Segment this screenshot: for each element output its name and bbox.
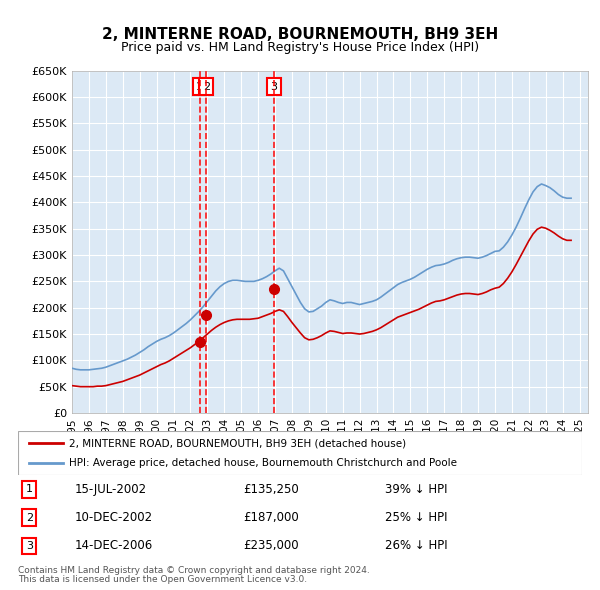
Text: This data is licensed under the Open Government Licence v3.0.: This data is licensed under the Open Gov… bbox=[18, 575, 307, 584]
Text: Price paid vs. HM Land Registry's House Price Index (HPI): Price paid vs. HM Land Registry's House … bbox=[121, 41, 479, 54]
FancyBboxPatch shape bbox=[18, 431, 582, 475]
Text: £187,000: £187,000 bbox=[244, 511, 299, 525]
Text: £235,000: £235,000 bbox=[244, 539, 299, 552]
Text: 1: 1 bbox=[26, 484, 33, 494]
Text: 2: 2 bbox=[203, 81, 210, 91]
Text: Contains HM Land Registry data © Crown copyright and database right 2024.: Contains HM Land Registry data © Crown c… bbox=[18, 566, 370, 575]
Text: 14-DEC-2006: 14-DEC-2006 bbox=[74, 539, 152, 552]
Text: 15-JUL-2002: 15-JUL-2002 bbox=[74, 483, 146, 496]
Text: 1: 1 bbox=[196, 81, 203, 91]
Text: 3: 3 bbox=[26, 541, 33, 551]
Text: 3: 3 bbox=[271, 81, 278, 91]
Text: 10-DEC-2002: 10-DEC-2002 bbox=[74, 511, 152, 525]
Text: 39% ↓ HPI: 39% ↓ HPI bbox=[385, 483, 447, 496]
Text: 26% ↓ HPI: 26% ↓ HPI bbox=[385, 539, 447, 552]
Text: 2: 2 bbox=[26, 513, 33, 523]
Text: 2, MINTERNE ROAD, BOURNEMOUTH, BH9 3EH (detached house): 2, MINTERNE ROAD, BOURNEMOUTH, BH9 3EH (… bbox=[69, 438, 406, 448]
Text: 25% ↓ HPI: 25% ↓ HPI bbox=[385, 511, 447, 525]
Text: HPI: Average price, detached house, Bournemouth Christchurch and Poole: HPI: Average price, detached house, Bour… bbox=[69, 458, 457, 467]
Text: 2, MINTERNE ROAD, BOURNEMOUTH, BH9 3EH: 2, MINTERNE ROAD, BOURNEMOUTH, BH9 3EH bbox=[102, 27, 498, 41]
Text: £135,250: £135,250 bbox=[244, 483, 299, 496]
